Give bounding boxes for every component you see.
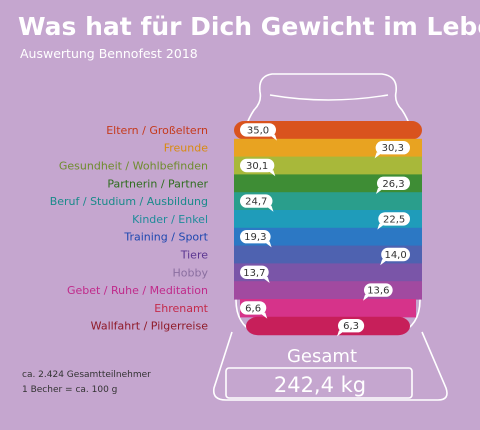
footnote-cup: 1 Becher = ca. 100 g: [22, 385, 117, 395]
band-5: [234, 210, 422, 229]
band-7: [234, 245, 422, 264]
footnote-participants: ca. 2.424 Gesamtteilnehmer: [22, 370, 151, 380]
category-label-9: Gebet / Ruhe / Meditation: [67, 284, 208, 297]
band-10: [240, 299, 416, 318]
bubble-shape: [240, 194, 273, 208]
value-label: 6,3: [343, 321, 359, 332]
value-label: 22,5: [383, 214, 405, 225]
chart-subtitle: Auswertung Bennofest 2018: [20, 46, 198, 61]
value-bubble-1: 30,3: [374, 141, 410, 159]
value-bubble-9: 13,6: [363, 283, 393, 301]
band-3: [234, 174, 422, 193]
band-8: [234, 263, 422, 282]
chart-title: Was hat für Dich Gewicht im Leben?: [18, 12, 480, 41]
scale-display: [225, 367, 413, 399]
bubble-tail: [337, 330, 345, 337]
value-bubble-8: 13,7: [240, 265, 270, 283]
bubble-shape: [240, 123, 276, 137]
total-label: Gesamt: [287, 346, 357, 367]
bubble-shape: [240, 230, 271, 244]
value-bubble-0: 35,0: [240, 123, 277, 141]
band-2: [234, 156, 422, 175]
band-1: [234, 138, 422, 158]
bubble-tail: [380, 259, 389, 266]
bubble-shape: [375, 141, 410, 155]
bubble-shape: [364, 283, 393, 297]
band-11: [246, 316, 410, 336]
band-4: [234, 192, 422, 211]
total-value: 242,4 kg: [274, 373, 366, 397]
category-label-2: Gesundheit / Wohlbefinden: [59, 160, 208, 173]
value-label: 24,7: [245, 197, 267, 208]
bubble-tail: [363, 294, 371, 301]
value-label: 30,3: [382, 143, 404, 154]
bubble-shape: [381, 247, 410, 262]
value-bubble-4: 24,7: [240, 194, 274, 212]
category-label-6: Training / Sport: [123, 231, 208, 244]
chart-bands: [234, 121, 422, 336]
bubble-tail: [267, 170, 276, 177]
value-bubble-5: 22,5: [377, 212, 410, 230]
scale-body: [212, 331, 448, 401]
category-label-10: Ehrenamt: [154, 302, 208, 315]
bubble-tail: [374, 152, 383, 159]
bubble-tail: [265, 205, 274, 212]
value-label: 30,1: [246, 161, 268, 172]
jar-neck-line: [269, 94, 389, 101]
bubble-shape: [240, 301, 267, 315]
bubble-tail: [377, 223, 386, 230]
value-bubble-6: 19,3: [240, 230, 272, 248]
category-label-11: Wallfahrt / Pilgerreise: [91, 320, 209, 333]
band-0: [234, 121, 422, 140]
value-bubbles: 35,0 30,3 30,1 26,3 24,7 22,5 19,3 14,0 13,7 13,6…: [240, 123, 410, 337]
bubble-shape: [376, 176, 410, 190]
band-6: [234, 227, 422, 247]
value-label: 13,6: [367, 286, 389, 297]
value-label: 26,3: [382, 179, 404, 190]
value-bubble-10: 6,6: [240, 301, 268, 319]
category-label-4: Beruf / Studium / Ausbildung: [50, 195, 208, 208]
value-bubble-2: 30,1: [240, 158, 276, 177]
value-label: 6,6: [245, 303, 261, 314]
category-label-3: Partnerin / Partner: [107, 177, 208, 190]
category-label-0: Eltern / Großeltern: [106, 124, 208, 137]
category-label-1: Freunde: [164, 142, 209, 155]
bubble-tail: [261, 277, 270, 283]
value-label: 13,7: [243, 268, 265, 279]
category-label-8: Hobby: [173, 266, 209, 279]
bubble-tail: [263, 241, 272, 248]
value-label: 19,3: [244, 232, 266, 243]
bubble-tail: [269, 134, 277, 141]
bubble-shape: [240, 158, 275, 173]
bubble-shape: [378, 212, 410, 226]
bubble-shape: [240, 265, 269, 279]
bubble-shape: [338, 319, 365, 333]
value-bubble-3: 26,3: [375, 176, 410, 194]
category-label-7: Tiere: [180, 249, 208, 262]
bubble-tail: [375, 188, 384, 194]
value-label: 35,0: [247, 125, 269, 136]
value-bubble-7: 14,0: [380, 247, 410, 266]
band-9: [234, 281, 422, 300]
category-label-5: Kinder / Enkel: [132, 213, 208, 226]
category-labels: Eltern / Großeltern Freunde Gesundheit / W…: [50, 124, 209, 333]
bubble-tail: [259, 312, 268, 319]
value-bubble-11: 6,3: [337, 319, 365, 337]
scale: Gesamt 242,4 kg: [212, 331, 448, 401]
value-label: 14,0: [384, 250, 406, 261]
